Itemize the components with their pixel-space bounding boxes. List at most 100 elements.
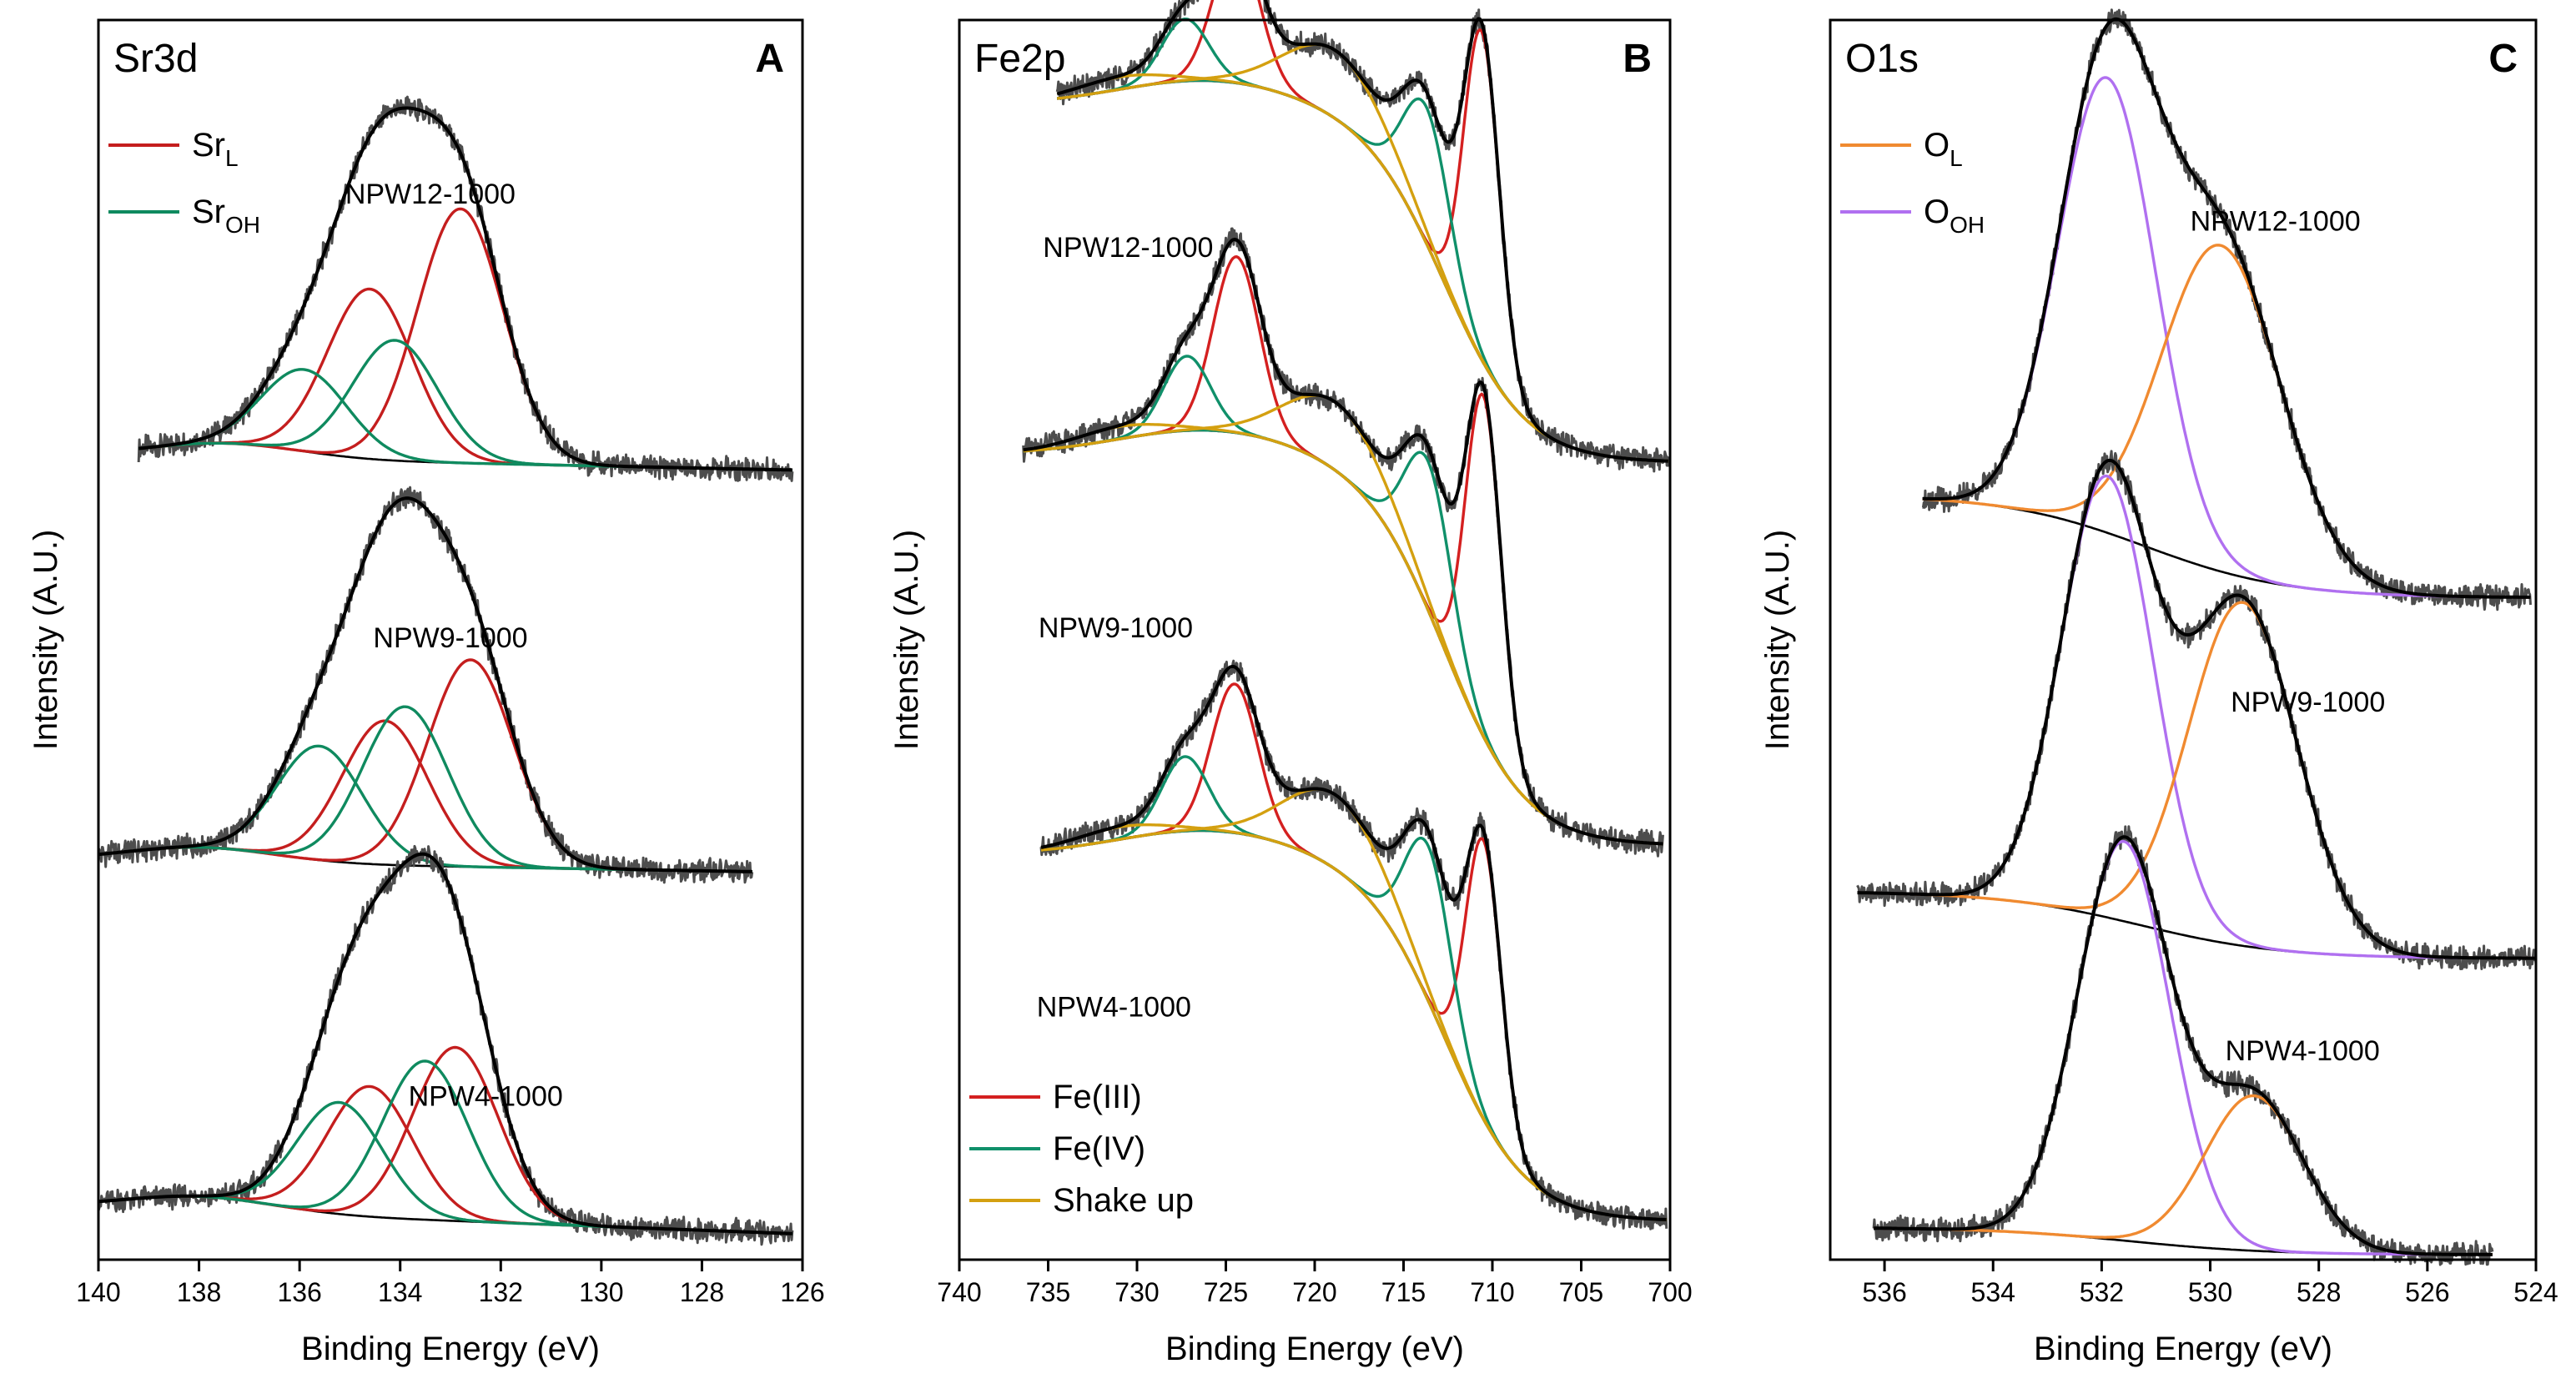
legend-label-base: O [1924,127,1950,164]
legend-label-sub: L [225,145,239,171]
y-axis-label: Intensity (A.U.) [28,530,64,751]
series-npw4-1000: NPW4-1000 [97,844,794,1246]
x-tick-label: 128 [680,1277,724,1307]
panel-a-sr3d: NPW12-1000 NPW9-1000 NPW4-1000 140 138 136 134… [28,18,825,1367]
x-tick-label: 528 [2297,1277,2341,1307]
x-tick-label: 530 [2188,1277,2232,1307]
raw-data-line [97,844,794,1246]
series-label: NPW4-1000 [1037,992,1191,1024]
legend-label-shake: Shake up [1053,1182,1194,1219]
envelope-line [1857,458,2536,960]
legend-label-fe3: Fe(III) [1053,1079,1142,1115]
panel-title: Sr3d [113,37,198,81]
x-tick-label: 126 [780,1277,824,1307]
x-tick-label: 730 [1114,1277,1159,1307]
series-npw12-1000: NPW12-1000 [1921,8,2532,611]
legend-label-sub: OH [1950,212,1985,238]
series-label: NPW12-1000 [345,179,516,210]
panel-b-fe2p: NPW12-1000 NPW9-1000 NPW4-1000 740 735 730 725… [888,0,1693,1367]
x-tick-label: 705 [1559,1277,1603,1307]
series-label: NPW4-1000 [409,1081,563,1113]
component-o_oh [1922,76,2531,599]
background-line [138,441,792,471]
series-npw4-1000: NPW4-1000 [1037,659,1668,1230]
component-fe3 [1056,0,1668,463]
x-axis-label: Binding Energy (eV) [1165,1331,1464,1367]
x-tick-label: 710 [1470,1277,1514,1307]
x-tick-label: 740 [937,1277,981,1307]
component-o_l [1857,601,2536,960]
x-tick-label: 700 [1648,1277,1692,1307]
raw-data-line [1022,227,1664,858]
envelope-line [1922,17,2531,599]
envelope-line [98,496,752,873]
series-label: NPW9-1000 [1039,612,1193,644]
component-o_l [1922,244,2531,599]
legend-label-base: O [1924,194,1950,230]
series-label: NPW9-1000 [373,622,527,654]
panel-title: Fe2p [974,37,1065,81]
legend-label-sr_l: SrL [192,127,239,171]
legend-label-sr_oh: SrOH [192,194,260,238]
series-label: NPW12-1000 [2191,206,2361,238]
panel-letter: A [755,37,784,81]
envelope-line [98,852,792,1235]
x-tick-label: 532 [2080,1277,2124,1307]
series-label: NPW9-1000 [2231,687,2385,718]
panel-letter: C [2488,37,2518,81]
raw-data-line [1921,8,2532,611]
panel-c-o1s: NPW12-1000 NPW9-1000 NPW4-1000 536 534 532 530… [1759,8,2558,1367]
raw-data-line [97,486,754,884]
series-npw9-1000: NPW9-1000 [97,486,754,884]
series-npw12-1000: NPW12-1000 [137,95,794,482]
x-tick-label: 735 [1026,1277,1070,1307]
x-tick-label: 534 [1971,1277,2015,1307]
legend-label-base: Sr [192,127,225,164]
series-npw4-1000: NPW4-1000 [1872,825,2494,1266]
raw-data-line [1039,659,1668,1230]
y-axis-label: Intensity (A.U.) [1759,530,1796,751]
x-axis-label: Binding Energy (eV) [301,1331,600,1367]
legend: Fe(III) Fe(IV) Shake up [969,1079,1194,1219]
component-sr_l [98,1045,792,1235]
plot-frame [97,18,804,1261]
series-npw12-1000: NPW12-1000 [1043,0,1670,473]
legend-label-fe4: Fe(IV) [1053,1130,1145,1167]
series-label: NPW12-1000 [1043,232,1213,264]
x-tick-label: 130 [579,1277,623,1307]
legend-label-o_l: OL [1924,127,1963,171]
panel-title: O1s [1845,37,1919,81]
panel-letter: B [1623,37,1652,81]
component-o_l [1874,1094,2493,1256]
component-fe3 [1023,255,1663,846]
component-sr_l [98,658,752,873]
legend-label-sub: L [1950,145,1963,171]
x-tick-label: 536 [1862,1277,1906,1307]
series-label: NPW4-1000 [2226,1035,2380,1067]
legend-label-sub: OH [225,212,260,238]
envelope-line [1023,237,1663,846]
x-tick-label: 138 [177,1277,221,1307]
legend-label-o_oh: OOH [1924,194,1985,238]
x-tick-label: 140 [76,1277,120,1307]
envelope-line [1040,664,1667,1221]
y-axis-label: Intensity (A.U.) [888,530,925,751]
envelope-line [1056,0,1668,463]
x-tick-label: 526 [2405,1277,2449,1307]
x-tick-label: 524 [2513,1277,2558,1307]
x-tick-label: 134 [378,1277,422,1307]
series-npw9-1000: NPW9-1000 [1022,227,1664,858]
x-tick-label: 720 [1292,1277,1336,1307]
series-npw9-1000: NPW9-1000 [1856,450,2538,970]
component-sr_oh [98,1100,792,1235]
x-tick-label: 132 [479,1277,523,1307]
plot-frame [1829,18,2538,1261]
envelope-line [1874,835,2493,1256]
legend-label-base: Sr [192,194,225,230]
envelope-line [138,106,792,472]
x-axis-label: Binding Energy (eV) [2034,1331,2332,1367]
x-tick-label: 136 [277,1277,321,1307]
